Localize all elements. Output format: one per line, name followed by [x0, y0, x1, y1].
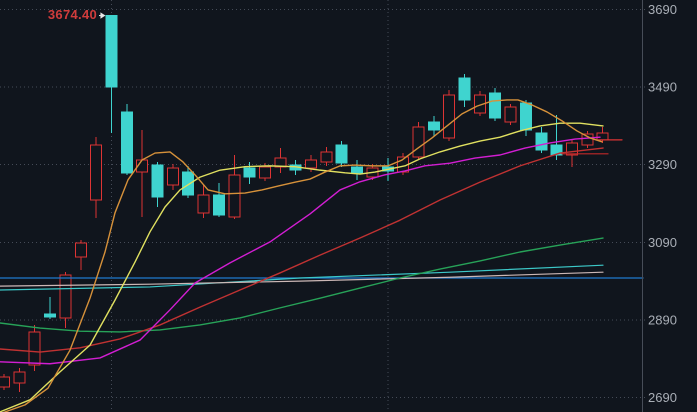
ma-green	[0, 237, 604, 333]
candle	[427, 116, 440, 136]
grid-lines	[0, 0, 646, 412]
y-axis-tick-label: 3090	[648, 235, 677, 250]
y-axis-tick-label: 2690	[648, 390, 677, 405]
candle	[90, 137, 103, 218]
y-axis: 3690 3490 3290 3090 2890 2690	[642, 0, 677, 412]
candle	[105, 15, 118, 133]
level-cyan	[0, 264, 604, 291]
high-price-label: 3674.40	[47, 7, 97, 22]
candle	[212, 182, 225, 218]
candle	[166, 163, 179, 190]
candle	[74, 239, 87, 270]
ma-orange	[2, 99, 603, 412]
candle	[59, 272, 72, 329]
candle	[504, 104, 517, 126]
candle	[151, 161, 164, 207]
candle	[581, 130, 594, 149]
y-axis-tick-label: 3290	[648, 157, 677, 172]
candle	[351, 160, 364, 180]
candle	[44, 297, 57, 320]
candle	[13, 368, 26, 393]
candle	[458, 73, 471, 107]
ma-red	[0, 147, 604, 353]
candle	[274, 148, 287, 173]
candle	[0, 373, 10, 391]
candle	[28, 324, 41, 372]
candle	[535, 127, 548, 154]
candle	[550, 115, 563, 161]
candle	[182, 165, 195, 199]
y-axis-tick-label: 2890	[648, 312, 677, 327]
candle	[243, 161, 256, 185]
candle	[197, 184, 210, 218]
candle	[335, 141, 348, 168]
y-axis-tick-label: 3690	[648, 2, 677, 17]
ma-yellow	[0, 122, 604, 412]
candle	[120, 104, 133, 175]
candle	[443, 90, 456, 142]
candle	[228, 155, 241, 220]
high-price-arrow	[99, 12, 106, 19]
candlestick-series	[0, 15, 609, 393]
y-axis-tick-label: 3490	[648, 80, 677, 95]
level-white	[0, 271, 604, 287]
ma-lines	[0, 99, 644, 412]
candle	[136, 130, 149, 218]
candle	[320, 146, 333, 166]
candle	[489, 87, 502, 121]
candle	[412, 122, 425, 161]
ma-magenta	[0, 136, 601, 365]
